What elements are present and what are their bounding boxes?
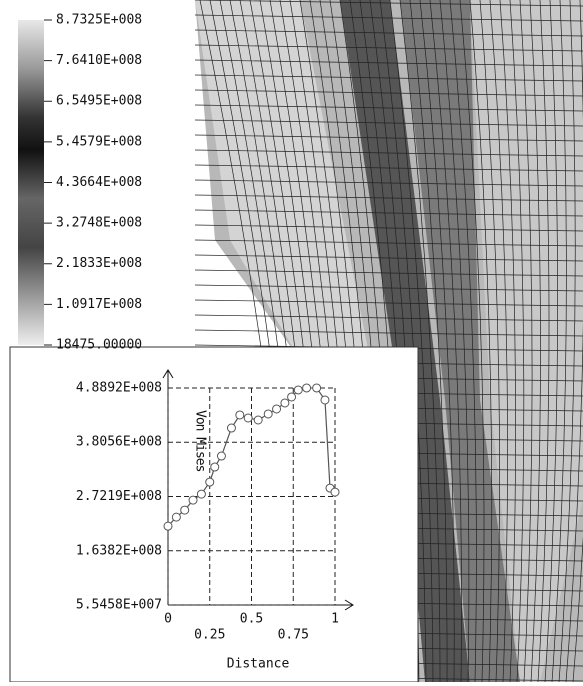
colorbar-label: 18475.00000: [56, 338, 142, 353]
y-tick-label: 5.5458E+007: [76, 598, 162, 613]
data-point: [264, 410, 272, 418]
x-tick-label: 0.25: [194, 628, 225, 643]
data-point: [331, 488, 339, 496]
data-point: [288, 393, 296, 401]
y-tick-label: 4.8892E+008: [76, 381, 162, 396]
data-point: [189, 496, 197, 504]
data-point: [254, 416, 262, 424]
data-point: [313, 384, 321, 392]
data-point: [206, 478, 214, 486]
x-tick-label: 0.75: [278, 628, 309, 643]
y-tick-label: 2.7219E+008: [76, 489, 162, 504]
colorbar-label: 8.7325E+008: [56, 13, 142, 28]
data-point: [294, 386, 302, 394]
data-point: [217, 452, 225, 460]
colorbar-label: 1.0917E+008: [56, 297, 142, 312]
data-point: [321, 396, 329, 404]
colorbar-label: 3.2748E+008: [56, 216, 142, 231]
colorbar-label: 6.5495E+008: [56, 94, 142, 109]
y-tick-label: 1.6382E+008: [76, 543, 162, 558]
data-point: [197, 490, 205, 498]
data-point: [281, 399, 289, 407]
x-tick-label: 0.5: [240, 612, 263, 627]
screen: Distance Von Mises 8.7325E+008 7.6410E+00…: [0, 0, 583, 682]
data-point: [303, 384, 311, 392]
colorbar: [18, 20, 44, 345]
y-axis-label: Von Mises: [193, 410, 208, 472]
data-point: [227, 424, 235, 432]
y-tick-label: 3.8056E+008: [76, 435, 162, 450]
x-tick-label: 1: [331, 612, 339, 627]
data-point: [211, 463, 219, 471]
colorbar-label: 7.6410E+008: [56, 53, 142, 68]
colorbar-label: 5.4579E+008: [56, 134, 142, 149]
data-point: [181, 506, 189, 514]
x-tick-label: 0: [164, 612, 172, 627]
data-point: [244, 414, 252, 422]
data-point: [164, 522, 172, 530]
x-axis-label: Distance: [227, 657, 290, 672]
data-point: [273, 405, 281, 413]
data-point: [172, 513, 180, 521]
page: {"colorbar": {"ticks": [ {"value": 87325…: [0, 0, 583, 686]
colorbar-label: 2.1833E+008: [56, 256, 142, 271]
colorbar-label: 4.3664E+008: [56, 175, 142, 190]
data-point: [236, 411, 244, 419]
